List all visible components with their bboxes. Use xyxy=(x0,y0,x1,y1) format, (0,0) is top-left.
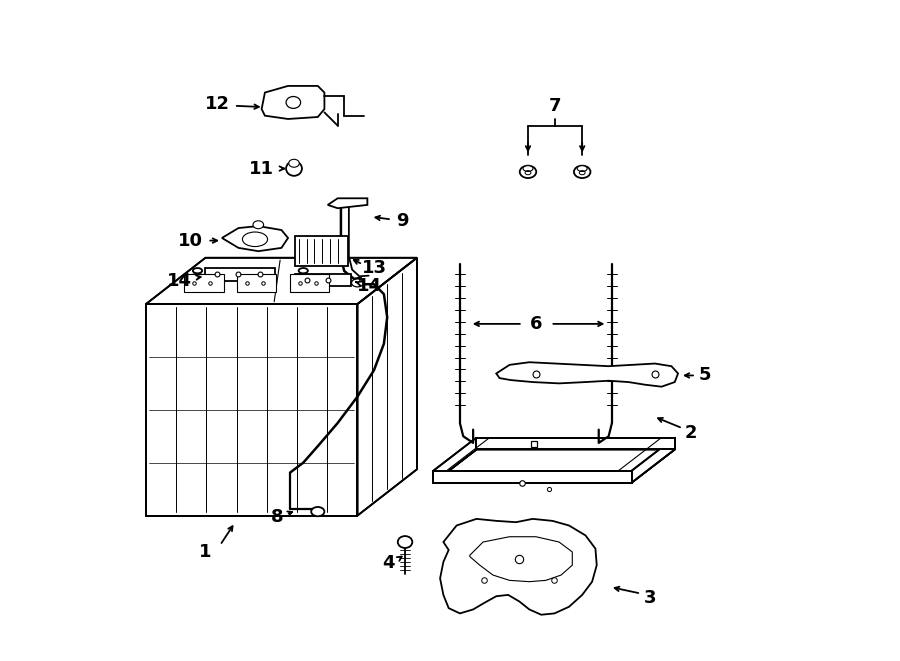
Text: 5: 5 xyxy=(698,366,711,385)
Text: 9: 9 xyxy=(396,212,409,231)
Text: 11: 11 xyxy=(249,159,274,178)
Text: 13: 13 xyxy=(362,258,386,277)
Polygon shape xyxy=(476,438,675,449)
Polygon shape xyxy=(357,258,417,516)
Polygon shape xyxy=(434,438,476,483)
Polygon shape xyxy=(146,304,357,516)
Polygon shape xyxy=(632,438,675,483)
Bar xyxy=(205,268,274,281)
Text: 14: 14 xyxy=(357,276,382,295)
Text: 10: 10 xyxy=(178,231,203,250)
Text: 7: 7 xyxy=(549,97,562,115)
Polygon shape xyxy=(222,226,288,251)
Ellipse shape xyxy=(299,268,308,274)
Ellipse shape xyxy=(311,507,324,516)
Polygon shape xyxy=(434,449,675,483)
Text: 4: 4 xyxy=(382,554,395,572)
Polygon shape xyxy=(262,86,324,119)
Ellipse shape xyxy=(189,274,206,283)
Bar xyxy=(294,236,347,266)
Text: 3: 3 xyxy=(644,589,656,607)
Ellipse shape xyxy=(398,536,412,548)
Ellipse shape xyxy=(193,268,202,274)
Text: 8: 8 xyxy=(271,508,284,526)
Text: 2: 2 xyxy=(685,424,698,442)
Polygon shape xyxy=(328,198,367,208)
Text: 14: 14 xyxy=(166,272,192,290)
Bar xyxy=(294,274,351,286)
Bar xyxy=(237,274,276,292)
Text: 1: 1 xyxy=(199,543,212,561)
Ellipse shape xyxy=(253,221,264,229)
Ellipse shape xyxy=(577,166,587,171)
Polygon shape xyxy=(434,471,632,483)
Text: 6: 6 xyxy=(530,315,542,333)
Bar xyxy=(290,274,329,292)
Polygon shape xyxy=(146,258,417,304)
Ellipse shape xyxy=(289,159,300,167)
Ellipse shape xyxy=(574,166,590,178)
Text: 12: 12 xyxy=(205,95,230,114)
Polygon shape xyxy=(440,519,597,615)
Ellipse shape xyxy=(523,166,533,171)
Bar xyxy=(184,274,223,292)
Ellipse shape xyxy=(286,161,302,176)
Ellipse shape xyxy=(294,274,312,283)
Ellipse shape xyxy=(352,279,364,287)
Polygon shape xyxy=(496,362,678,387)
Ellipse shape xyxy=(519,166,536,178)
